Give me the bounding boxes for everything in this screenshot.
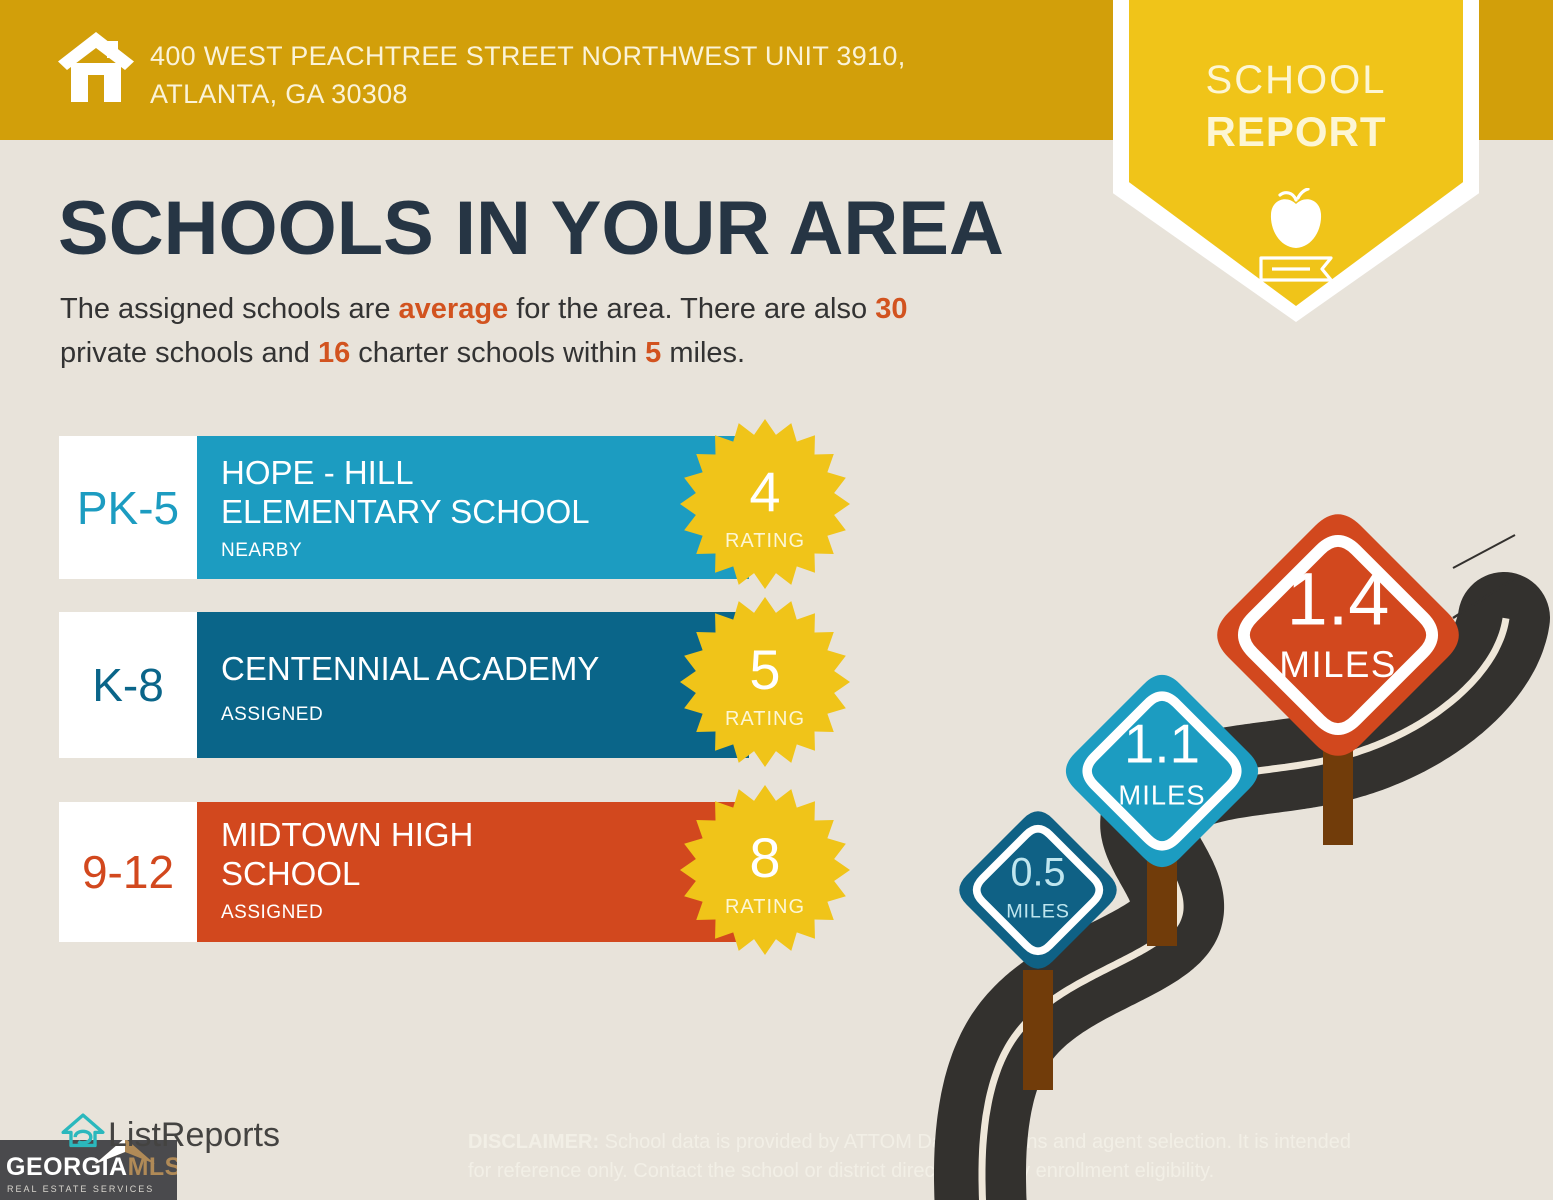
svg-text:RATING: RATING — [725, 896, 805, 918]
svg-text:MILES: MILES — [1279, 644, 1397, 685]
svg-text:4: 4 — [749, 460, 780, 523]
svg-text:1.1: 1.1 — [1124, 714, 1200, 775]
svg-text:MILES: MILES — [1006, 901, 1070, 923]
svg-text:MILES: MILES — [1118, 780, 1205, 811]
svg-text:RATING: RATING — [725, 530, 805, 552]
svg-text:1.4: 1.4 — [1287, 557, 1390, 640]
svg-text:RATING: RATING — [725, 708, 805, 730]
svg-text:8: 8 — [749, 826, 780, 889]
svg-text:5: 5 — [749, 638, 780, 701]
